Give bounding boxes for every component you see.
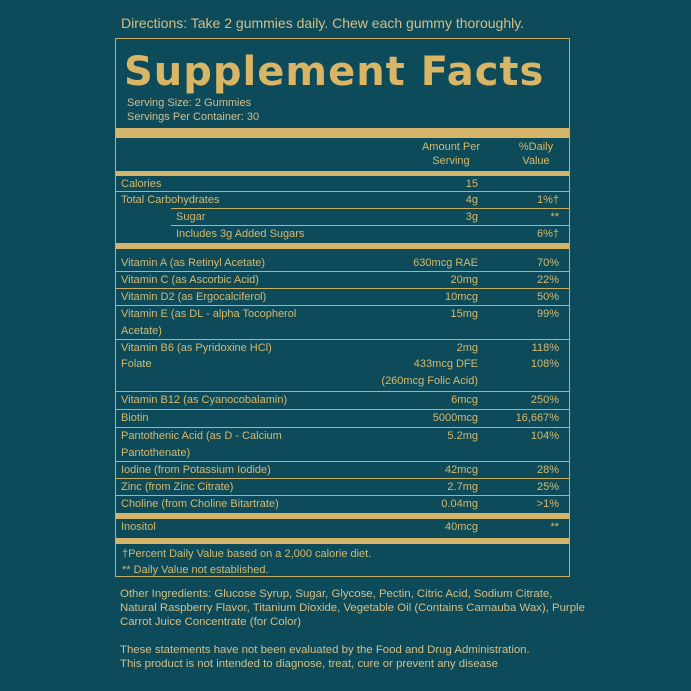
nutrient-row: Pantothenic Acid (as D - Calcium Pantothe… xyxy=(116,427,569,459)
footnote-dv: †Percent Daily Value based on a 2,000 ca… xyxy=(122,548,372,560)
nutrient-daily-value: ** xyxy=(550,521,559,533)
amount-header: Amount Per Serving xyxy=(406,140,496,168)
nutrient-name: Choline (from Choline Bitartrate) xyxy=(121,498,279,510)
nutrient-daily-value: >1% xyxy=(536,498,559,510)
serving-size: Serving Size: 2 Gummies xyxy=(127,97,252,109)
nutrient-amount: 10mcg xyxy=(444,291,478,303)
nutrient-name-cont: Pantothenate) xyxy=(121,447,191,459)
nutrient-amount: 3g xyxy=(465,211,478,223)
nutrient-daily-value: 108% xyxy=(530,358,559,370)
nutrient-daily-value: 250% xyxy=(530,394,559,406)
divider-bar xyxy=(116,513,569,519)
nutrient-name: Total Carbohydrates xyxy=(121,194,220,206)
supplement-facts-panel: Supplement Facts Serving Size: 2 Gummies… xyxy=(115,38,570,577)
divider-bar xyxy=(116,171,569,176)
nutrient-daily-value: 99% xyxy=(536,308,559,320)
nutrient-daily-value: 6%† xyxy=(536,228,559,240)
nutrient-name: Inositol xyxy=(121,521,156,533)
other-ingredients: Other Ingredients: Glucose Syrup, Sugar,… xyxy=(120,588,585,628)
nutrient-name: Vitamin C (as Ascorbic Acid) xyxy=(121,274,259,286)
nutrient-name: Zinc (from Zinc Citrate) xyxy=(121,481,234,493)
amount-header-line1: Amount Per xyxy=(421,141,481,153)
nutrient-name: Includes 3g Added Sugars xyxy=(176,228,305,240)
nutrient-row: Iodine (from Potassium Iodide) 42mcg 28% xyxy=(116,461,569,476)
nutrient-row: Vitamin B12 (as Cyanocobalamin) 6mcg 250% xyxy=(116,391,569,406)
directions-text: Directions: Take 2 gummies daily. Chew e… xyxy=(121,15,525,31)
nutrient-amount: 15 xyxy=(465,178,478,190)
nutrient-daily-value: 16,667% xyxy=(515,412,559,424)
footnote-not-established: ** Daily Value not established. xyxy=(122,564,269,576)
nutrient-amount: 0.04mg xyxy=(441,498,478,510)
nutrient-row: Zinc (from Zinc Citrate) 2.7mg 25% xyxy=(116,478,569,493)
nutrient-name: Vitamin E (as DL - alpha Tocopherol xyxy=(121,308,297,320)
divider-bar xyxy=(116,128,569,138)
nutrient-amount: 630mcg RAE xyxy=(413,257,478,269)
nutrient-amount: 40mcg xyxy=(444,521,478,533)
nutrient-name: Vitamin A (as Retinyl Acetate) xyxy=(121,257,266,269)
nutrient-daily-value: 1%† xyxy=(536,194,559,206)
nutrient-amount: 4g xyxy=(465,194,478,206)
nutrient-name: Folate xyxy=(121,358,152,370)
nutrient-row: Vitamin E (as DL - alpha Tocopherol Aceta… xyxy=(116,305,569,337)
disclaimer-line2: This product is not intended to diagnose… xyxy=(120,658,499,670)
dv-header-line1: %Daily xyxy=(518,141,554,153)
nutrient-amount: 433mcg DFE xyxy=(413,358,478,370)
nutrient-daily-value: 22% xyxy=(536,274,559,286)
nutrient-amount-note: (260mcg Folic Acid) xyxy=(381,375,478,387)
nutrient-amount: 20mg xyxy=(450,274,478,286)
nutrient-row: Biotin 5000mcg 16,667% xyxy=(116,409,569,424)
nutrient-name: Vitamin D2 (as Ergocalciferol) xyxy=(121,291,267,303)
nutrient-amount: 6mcg xyxy=(451,394,478,406)
nutrient-amount: 2mg xyxy=(456,342,478,354)
nutrient-name: Iodine (from Potassium Iodide) xyxy=(121,464,271,476)
nutrient-row: Vitamin D2 (as Ergocalciferol) 10mcg 50% xyxy=(116,288,569,303)
nutrient-amount: 42mcg xyxy=(444,464,478,476)
nutrient-daily-value: 70% xyxy=(536,257,559,269)
amount-header-line2: Serving xyxy=(432,155,470,167)
nutrient-daily-value: ** xyxy=(550,211,559,223)
nutrient-name: Sugar xyxy=(176,211,206,223)
nutrient-amount: 15mg xyxy=(450,308,478,320)
divider-bar xyxy=(116,243,569,249)
disclaimer-line1: These statements have not been evaluated… xyxy=(120,644,530,656)
nutrient-name: Vitamin B6 (as Pyridoxine HCl) xyxy=(121,342,272,354)
nutrient-row: Includes 3g Added Sugars 6%† xyxy=(171,225,569,240)
nutrient-name: Vitamin B12 (as Cyanocobalamin) xyxy=(121,394,288,406)
dv-header-line2: Value xyxy=(522,155,550,167)
nutrient-name: Biotin xyxy=(121,412,149,424)
nutrient-row: Choline (from Choline Bitartrate) 0.04mg >… xyxy=(116,495,569,510)
servings-per-container: Servings Per Container: 30 xyxy=(127,111,260,123)
nutrient-amount: 2.7mg xyxy=(447,481,478,493)
nutrient-daily-value: 50% xyxy=(536,291,559,303)
nutrient-name-cont: Acetate) xyxy=(121,325,162,337)
nutrient-row: Vitamin C (as Ascorbic Acid) 20mg 22% xyxy=(116,271,569,286)
nutrient-amount: 5000mcg xyxy=(432,412,478,424)
nutrient-row: Sugar 3g ** xyxy=(171,208,569,223)
panel-title: Supplement Facts xyxy=(124,49,545,95)
nutrient-amount: 5.2mg xyxy=(447,430,478,442)
nutrient-name: Pantothenic Acid (as D - Calcium xyxy=(121,430,282,442)
nutrient-row: Total Carbohydrates 4g 1%† xyxy=(116,191,569,206)
nutrient-daily-value: 28% xyxy=(536,464,559,476)
dv-header: %Daily Value xyxy=(506,140,566,168)
nutrient-name: Calories xyxy=(121,178,162,190)
nutrient-daily-value: 118% xyxy=(531,342,559,354)
nutrient-daily-value: 25% xyxy=(536,481,559,493)
nutrient-daily-value: 104% xyxy=(530,430,559,442)
divider-bar xyxy=(116,538,569,544)
nutrient-row: Vitamin B6 (as Pyridoxine HCl) 2mg 118% xyxy=(116,339,569,354)
